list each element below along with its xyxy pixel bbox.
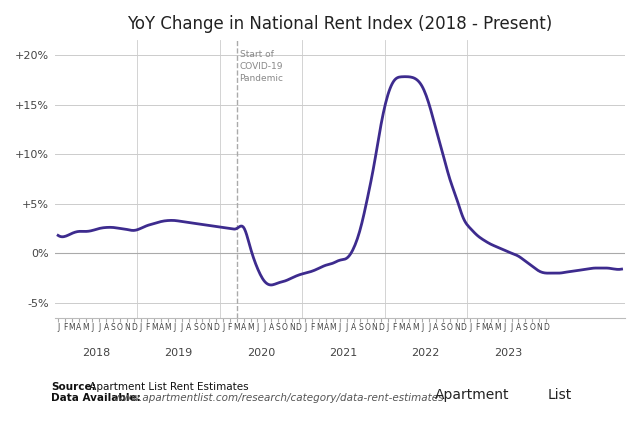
Text: Source:: Source: (51, 382, 96, 393)
Text: Apartment List Rent Estimates: Apartment List Rent Estimates (86, 382, 249, 393)
Title: YoY Change in National Rent Index (2018 - Present): YoY Change in National Rent Index (2018 … (127, 15, 552, 33)
Text: Apartment: Apartment (435, 388, 509, 402)
Text: 2023: 2023 (494, 348, 522, 358)
Text: 2019: 2019 (164, 348, 193, 358)
Text: 2022: 2022 (412, 348, 440, 358)
Text: Data Available:: Data Available: (51, 393, 141, 403)
Text: 2020: 2020 (246, 348, 275, 358)
Text: www.apartmentlist.com/research/category/data-rent-estimates: www.apartmentlist.com/research/category/… (111, 393, 444, 403)
Text: List: List (547, 388, 572, 402)
Text: Start of
COVID-19
Pandemic: Start of COVID-19 Pandemic (239, 50, 284, 83)
Text: 2018: 2018 (82, 348, 110, 358)
Text: 2021: 2021 (329, 348, 357, 358)
